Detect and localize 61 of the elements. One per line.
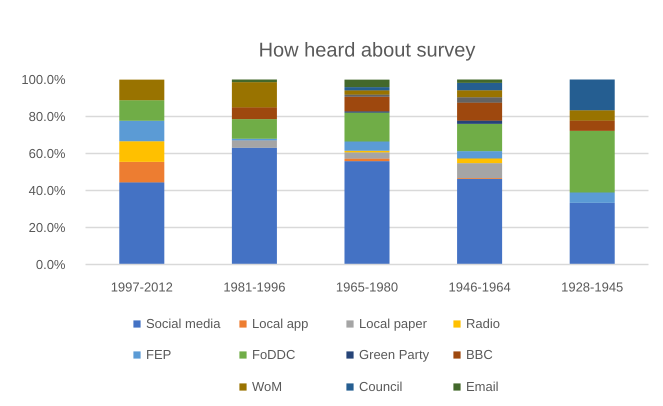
bar [344,158,390,162]
bar [232,82,277,108]
legend-label: Council [359,378,402,394]
bar [457,163,502,178]
bar [457,151,502,158]
bar [457,124,502,152]
bar [232,119,277,139]
x-tick-label: 1965-1980 [336,280,398,294]
x-tick-label: 1981-1996 [223,280,286,294]
bar [344,96,390,112]
bar [457,80,502,83]
bar [344,112,390,142]
legend-label: Green Party [359,346,430,362]
bar [457,102,502,121]
bar [232,107,277,120]
bar [119,162,164,182]
bar [344,90,390,95]
x-tick-label: 1997-2012 [110,280,173,294]
y-tick-label: 20.0% [28,220,66,235]
bar [344,80,390,88]
bar [232,80,277,82]
legend-label: FEP [146,346,172,362]
bar [119,182,164,264]
bar [570,120,615,131]
bar [570,192,615,203]
bar [232,148,277,264]
y-tick-label: 80.0% [28,109,66,124]
bar [119,120,164,142]
bar [457,90,502,98]
bar [457,82,502,90]
legend-label: Local app [252,315,308,331]
bar [570,80,615,110]
bar [344,141,390,151]
bar [457,120,502,124]
legend-label: Radio [466,315,500,331]
legend-label: WoM [252,378,282,394]
y-tick-label: 100.0% [21,72,66,87]
bar [119,80,164,100]
x-tick-label: 1928-1945 [561,280,624,294]
bar [570,110,615,121]
bar [344,87,390,90]
bar [457,179,502,264]
bar [232,140,277,148]
bar [457,97,502,103]
y-tick-label: 0.0% [36,257,66,272]
bar [344,152,390,159]
bar [119,141,164,162]
legend-label: FoDDC [252,346,296,362]
legend-label: Email [466,378,499,394]
legend-label: Social media [146,315,220,331]
bar [570,202,615,264]
legend-label: BBC [466,346,493,362]
bar [119,100,164,121]
bar [457,158,502,164]
bar [344,161,390,264]
y-tick-label: 60.0% [28,146,66,161]
chart-title: How heard about survey [258,40,476,62]
x-tick-label: 1946-1964 [448,280,511,294]
legend-label: Local paper [359,315,427,331]
y-tick-label: 40.0% [28,183,66,198]
bar [570,130,615,193]
